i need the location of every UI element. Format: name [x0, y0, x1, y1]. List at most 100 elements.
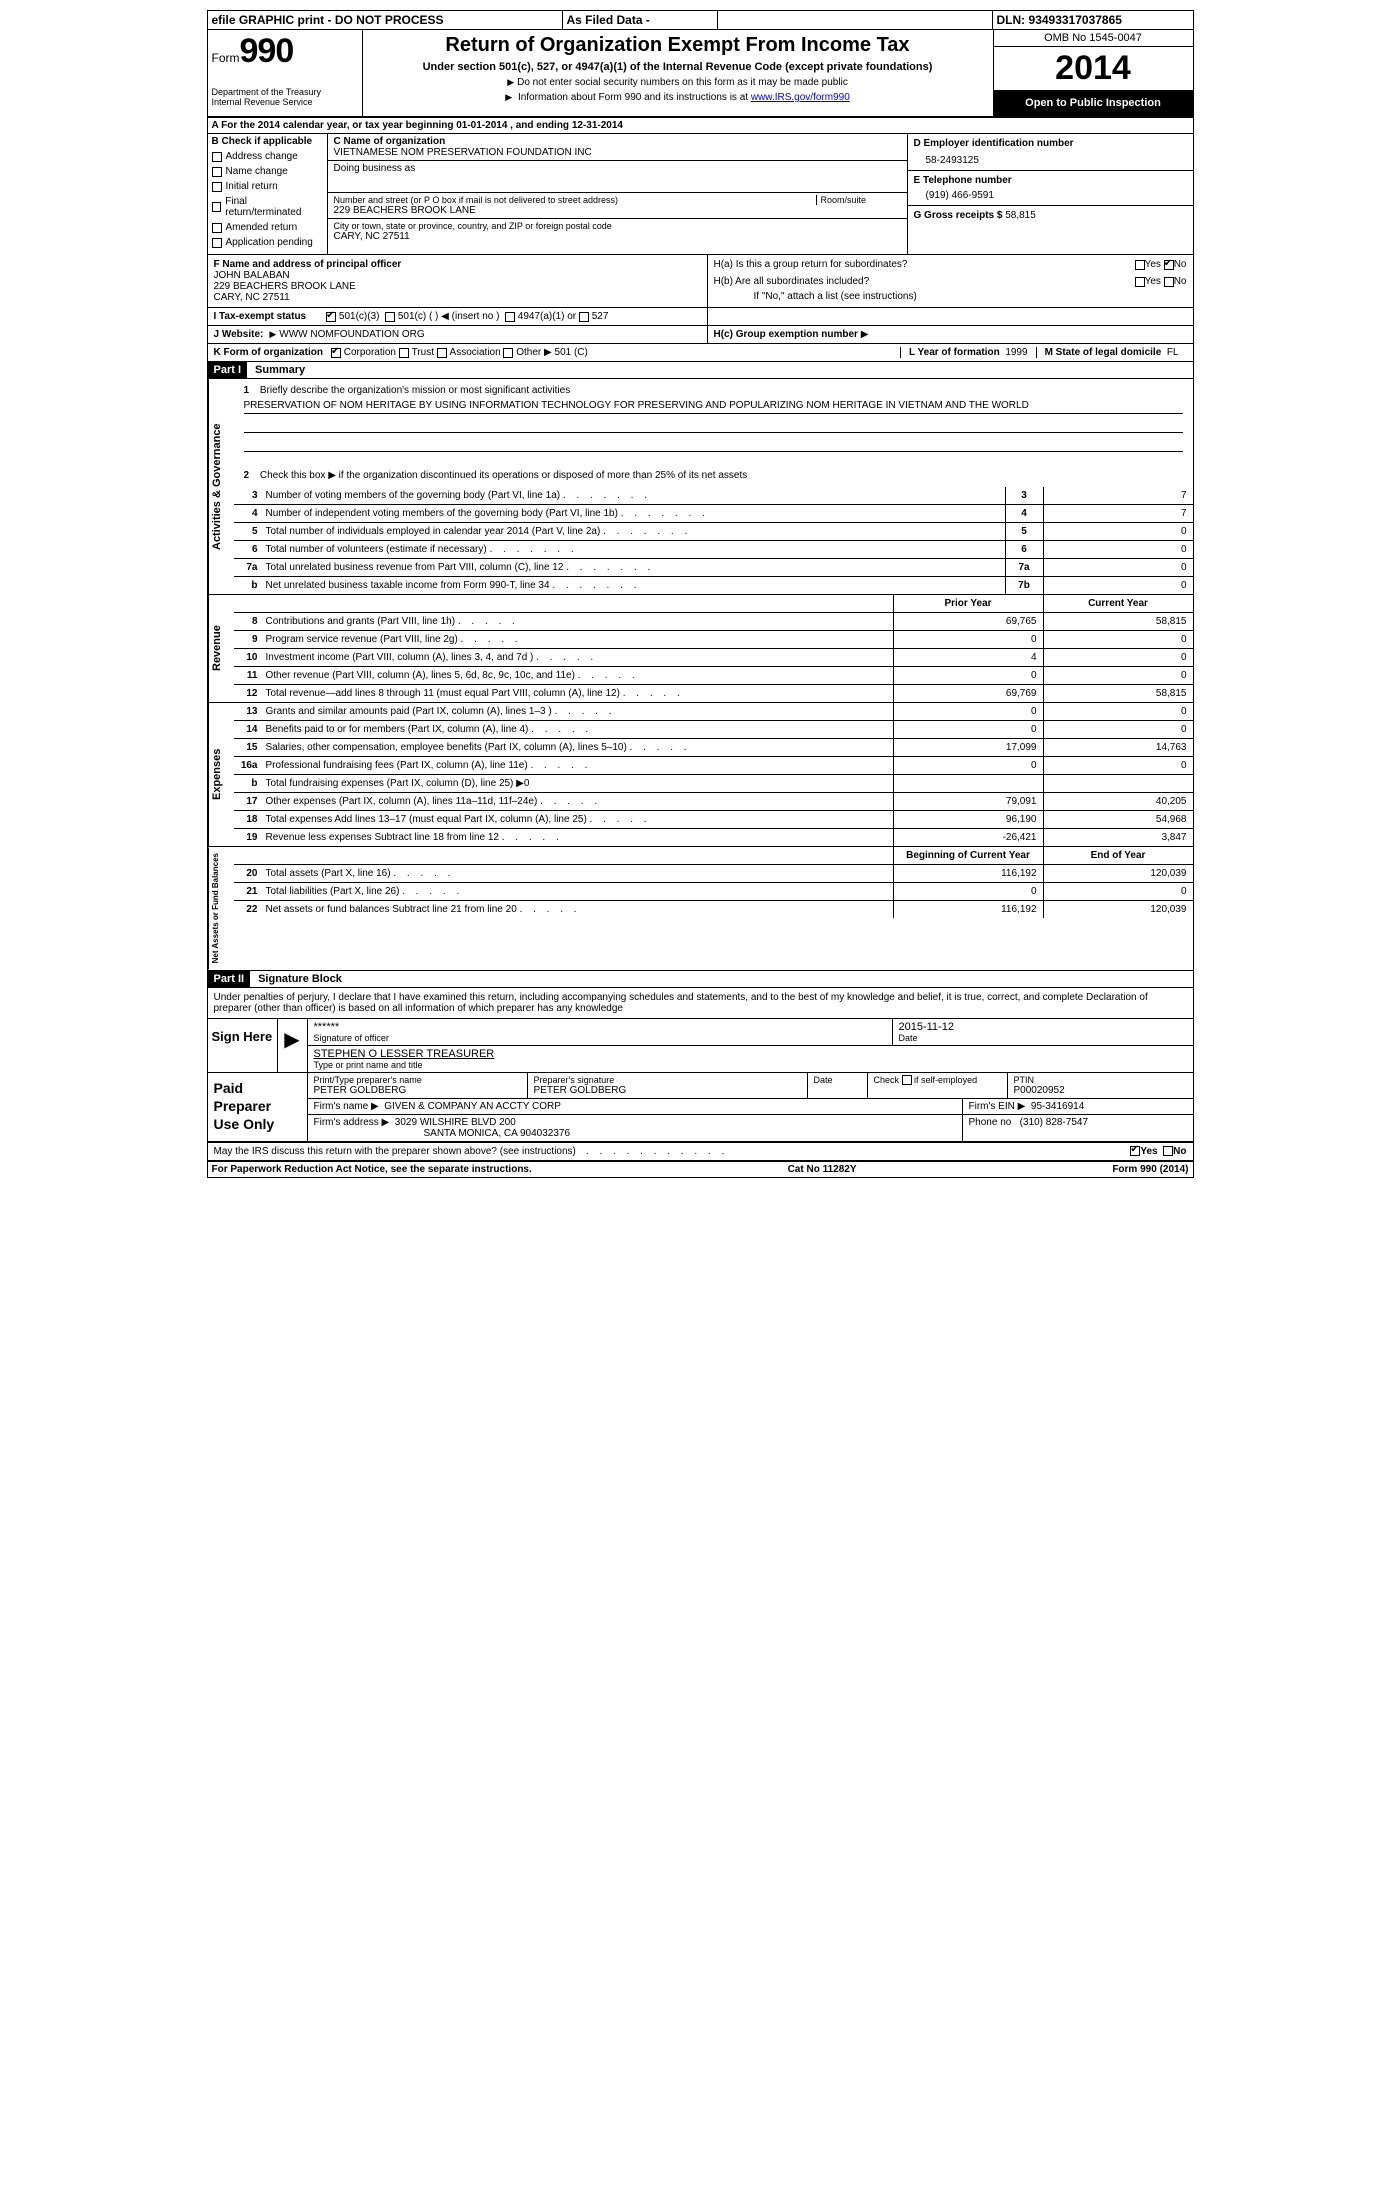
info-note: Information about Form 990 and its instr… — [367, 92, 989, 103]
section-b: B Check if applicable Address change Nam… — [208, 134, 328, 254]
line1-num: 1 — [244, 385, 250, 396]
check-label: Check — [874, 1075, 900, 1085]
k-assoc-check[interactable] — [437, 348, 447, 358]
phone-value: (919) 466-9591 — [914, 186, 1187, 201]
summary-line: bNet unrelated business taxable income f… — [234, 577, 1193, 594]
current-value: 0 — [1043, 667, 1193, 684]
section-m: M State of legal domicile FL — [1036, 347, 1187, 358]
irs-link[interactable]: www.IRS.gov/form990 — [751, 92, 850, 103]
check-address-change[interactable]: Address change — [212, 151, 323, 162]
current-value: 58,815 — [1043, 613, 1193, 630]
i-527-check[interactable] — [579, 312, 589, 322]
prior-value: 69,765 — [893, 613, 1043, 630]
form-word: Form — [212, 51, 240, 65]
line-num: 14 — [234, 721, 262, 738]
exp-content: 13Grants and similar amounts paid (Part … — [234, 703, 1193, 846]
hb-note: If "No," attach a list (see instructions… — [714, 291, 1187, 302]
line-desc: Salaries, other compensation, employee b… — [262, 739, 893, 756]
hb-no-check[interactable] — [1164, 277, 1174, 287]
gross-value: 58,815 — [1005, 210, 1036, 221]
omb-number: OMB No 1545-0047 — [994, 30, 1193, 47]
hb-yes-check[interactable] — [1135, 277, 1145, 287]
line-cellnum: 7b — [1005, 577, 1043, 594]
firm-addr-label: Firm's address — [314, 1117, 379, 1128]
begin-year-hdr: Beginning of Current Year — [893, 847, 1043, 864]
firm-phone-label: Phone no — [969, 1117, 1012, 1128]
vtab-expenses: Expenses — [208, 703, 234, 846]
check-initial-return[interactable]: Initial return — [212, 181, 323, 192]
prior-value: 0 — [893, 631, 1043, 648]
ha-yesno: Yes No — [1135, 259, 1187, 270]
i-501c-check[interactable] — [385, 312, 395, 322]
org-info-block: B Check if applicable Address change Nam… — [208, 134, 1193, 255]
line-desc: Number of independent voting members of … — [262, 505, 1005, 522]
summary-line: 3Number of voting members of the governi… — [234, 487, 1193, 505]
line-num: 18 — [234, 811, 262, 828]
line-desc: Total fundraising expenses (Part IX, col… — [262, 775, 893, 792]
section-l: L Year of formation 1999 — [900, 347, 1036, 358]
line-desc: Other revenue (Part VIII, column (A), li… — [262, 667, 893, 684]
k-corp-check[interactable] — [331, 348, 341, 358]
sign-here-label: Sign Here — [208, 1019, 278, 1072]
dots: . . . . . . . . . . . — [576, 1146, 1130, 1157]
vtab-revenue: Revenue — [208, 595, 234, 702]
i-4947-check[interactable] — [505, 312, 515, 322]
line2-text: Check this box ▶ if the organization dis… — [260, 470, 747, 481]
line-desc: Revenue less expenses Subtract line 18 f… — [262, 829, 893, 846]
check-amended[interactable]: Amended return — [212, 222, 323, 233]
preparer-name: PETER GOLDBERG — [314, 1085, 521, 1096]
dln-cell: DLN: 93493317037865 — [993, 11, 1193, 29]
line-desc: Total liabilities (Part X, line 26) . . … — [262, 883, 893, 900]
rev-lines: 8Contributions and grants (Part VIII, li… — [234, 613, 1193, 702]
city-value: CARY, NC 27511 — [334, 231, 901, 242]
line-value: 0 — [1043, 541, 1193, 558]
line-desc: Investment income (Part VIII, column (A)… — [262, 649, 893, 666]
officer-label: F Name and address of principal officer — [214, 259, 701, 270]
check-pending[interactable]: Application pending — [212, 237, 323, 248]
line-num: 10 — [234, 649, 262, 666]
topbar: efile GRAPHIC print - DO NOT PROCESS As … — [208, 11, 1193, 30]
form-number: 990 — [240, 32, 294, 70]
firm-phone: (310) 828-7547 — [1020, 1117, 1088, 1128]
prior-value: 4 — [893, 649, 1043, 666]
net-content: Beginning of Current Year End of Year 20… — [234, 847, 1193, 969]
form-title: Return of Organization Exempt From Incom… — [367, 34, 989, 57]
self-employed-check[interactable] — [902, 1075, 912, 1085]
tax-year: 2014 — [994, 47, 1193, 91]
ha-no-check[interactable] — [1164, 260, 1174, 270]
line-num: 13 — [234, 703, 262, 720]
line-num: 12 — [234, 685, 262, 702]
summary-line: 19Revenue less expenses Subtract line 18… — [234, 829, 1193, 846]
line-cellnum: 7a — [1005, 559, 1043, 576]
current-value: 120,039 — [1043, 901, 1193, 918]
line-num: 7a — [234, 559, 262, 576]
line2-num: 2 — [244, 470, 250, 481]
discuss-no-check[interactable] — [1163, 1146, 1173, 1156]
ein-value: 58-2493125 — [914, 149, 1187, 166]
j-label: J Website: — [214, 329, 264, 340]
k-other-check[interactable] — [503, 348, 513, 358]
current-value: 0 — [1043, 703, 1193, 720]
line-desc: Total assets (Part X, line 16) . . . . . — [262, 865, 893, 882]
i-label: I Tax-exempt status — [214, 311, 307, 322]
prior-value: 0 — [893, 667, 1043, 684]
hb-attach-note — [708, 308, 1193, 325]
sig-stars: ****** — [314, 1021, 886, 1033]
section-i: I Tax-exempt status 501(c)(3) 501(c) ( )… — [208, 308, 708, 325]
revenue-section: Revenue Prior Year Current Year 8Contrib… — [208, 595, 1193, 703]
discuss-yes-check[interactable] — [1130, 1146, 1140, 1156]
ha-yes-check[interactable] — [1135, 260, 1145, 270]
summary-line: bTotal fundraising expenses (Part IX, co… — [234, 775, 1193, 793]
check-final-return[interactable]: Final return/terminated — [212, 196, 323, 218]
section-b-label: B Check if applicable — [212, 136, 323, 147]
section-a: A For the 2014 calendar year, or tax yea… — [208, 118, 1193, 134]
prior-value — [893, 775, 1043, 792]
k-trust-check[interactable] — [399, 348, 409, 358]
sign-content: ****** Signature of officer 2015-11-12 D… — [308, 1019, 1193, 1072]
i-501c3-check[interactable] — [326, 312, 336, 322]
summary-line: 5Total number of individuals employed in… — [234, 523, 1193, 541]
ssn-note: Do not enter social security numbers on … — [367, 77, 989, 88]
summary-line: 6Total number of volunteers (estimate if… — [234, 541, 1193, 559]
check-name-change[interactable]: Name change — [212, 166, 323, 177]
form-subtitle: Under section 501(c), 527, or 4947(a)(1)… — [367, 61, 989, 73]
